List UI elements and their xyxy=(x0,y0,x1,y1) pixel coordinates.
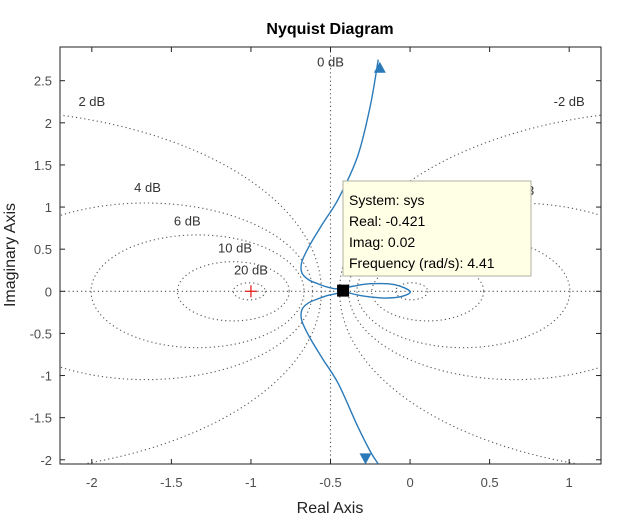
axis-tick-labels: -2 -1.5 -1 -0.5 0 0.5 1 -2 -1.5 -1 -0.5 0 0.5 1 1.5 2 2.… xyxy=(30,74,573,490)
gain-circle xyxy=(356,234,571,349)
axis-ticks xyxy=(60,47,601,464)
data-tip-real: Real: -0.421 xyxy=(349,213,425,229)
y-tick-label: -1.5 xyxy=(30,411,52,426)
y-axis-label: Imaginary Axis xyxy=(2,203,19,307)
gain-label: 10 dB xyxy=(218,241,252,256)
y-tick-label: 2.5 xyxy=(34,74,52,89)
y-tick-label: -2 xyxy=(40,453,52,468)
data-tip-box xyxy=(342,180,532,277)
gain-labels: 0 dB 2 dB -2 dB 4 dB 6 dB 10 dB 20 dB xyxy=(78,54,584,277)
markers xyxy=(244,284,350,298)
y-tick-label: 1.5 xyxy=(34,158,52,173)
x-tick-label: -1.5 xyxy=(160,475,182,490)
gain-label: 2 dB xyxy=(78,94,105,109)
x-tick-label: 0 xyxy=(406,475,413,490)
gain-circle xyxy=(176,261,290,322)
selected-point-marker xyxy=(337,284,350,297)
chart-title: Nyquist Diagram xyxy=(266,21,393,38)
arrow-head-down xyxy=(359,453,372,465)
x-axis-label: Real Axis xyxy=(297,500,364,517)
nyquist-curves xyxy=(300,59,411,465)
nyquist-curve-1 xyxy=(300,59,411,299)
gain-circle xyxy=(395,282,429,301)
x-tick-label: -1 xyxy=(245,475,257,490)
x-tick-label: 1 xyxy=(566,475,573,490)
gain-label: -2 dB xyxy=(554,94,585,109)
gain-label: 20 dB xyxy=(234,262,268,277)
y-tick-label: -0.5 xyxy=(30,326,52,341)
gain-label: 4 dB xyxy=(134,180,161,195)
data-tip-imag: Imag: 0.02 xyxy=(349,234,415,250)
gain-circle xyxy=(232,282,266,301)
x-tick-label: 0.5 xyxy=(481,475,499,490)
y-tick-label: -1 xyxy=(40,369,52,384)
x-tick-label: -0.5 xyxy=(319,475,341,490)
gain-label: 6 dB xyxy=(174,214,201,229)
y-tick-label: 0.5 xyxy=(34,242,52,257)
y-tick-label: 0 xyxy=(45,284,52,299)
data-tip-frequency: Frequency (rad/s): 4.41 xyxy=(349,255,495,271)
y-tick-label: 2 xyxy=(45,116,52,131)
x-tick-label: -2 xyxy=(86,475,98,490)
arrow-head-up xyxy=(373,61,386,73)
data-tip-system: System: sys xyxy=(349,192,424,208)
gain-label: 0 dB xyxy=(317,54,344,69)
y-tick-label: 1 xyxy=(45,200,52,215)
nyquist-curve-2 xyxy=(300,290,379,465)
